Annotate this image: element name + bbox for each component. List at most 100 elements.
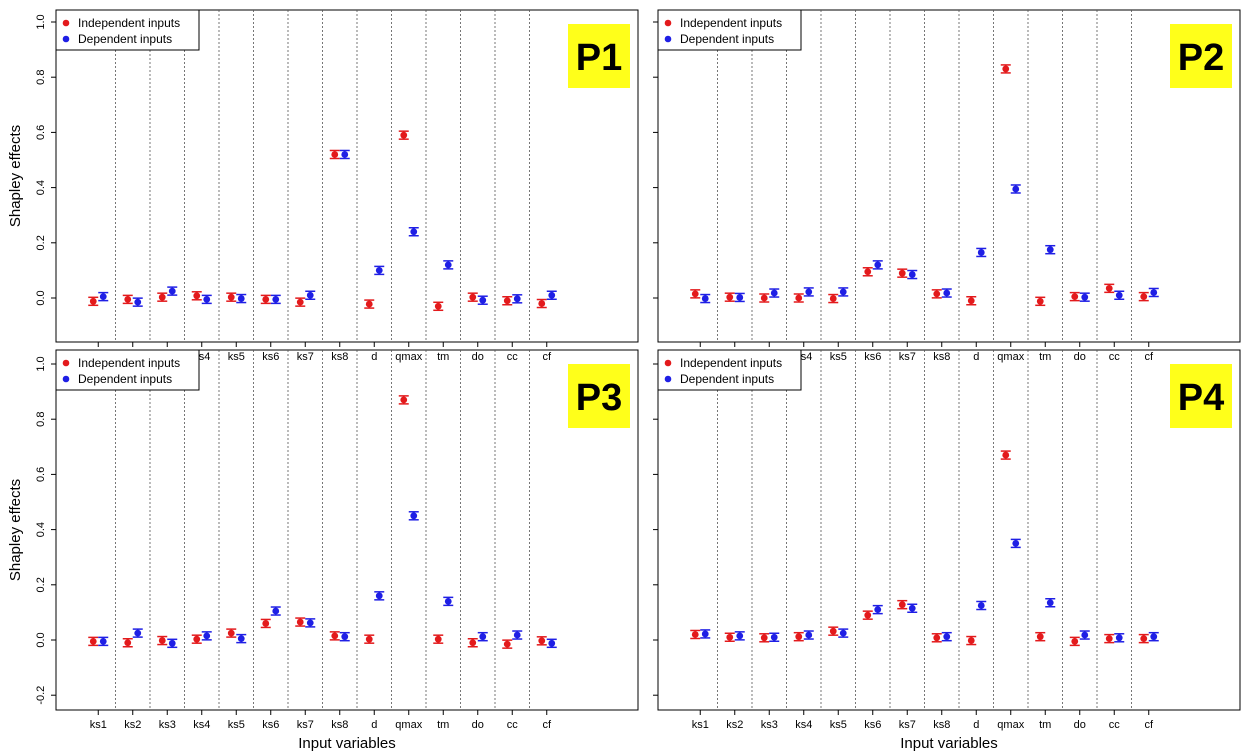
- data-point: [700, 293, 711, 304]
- data-marker: [503, 297, 511, 305]
- data-point: [398, 395, 409, 405]
- data-marker: [1036, 633, 1044, 641]
- y-tick-label: 1.0: [35, 356, 47, 371]
- data-marker: [548, 291, 556, 299]
- data-point: [536, 636, 547, 646]
- panel-badge: [1170, 24, 1232, 88]
- data-marker: [1081, 631, 1089, 639]
- legend-marker: [62, 359, 70, 367]
- data-point: [467, 638, 478, 648]
- data-marker: [1071, 293, 1079, 301]
- data-point: [1010, 538, 1021, 549]
- data-marker: [864, 611, 872, 619]
- data-marker: [691, 631, 699, 638]
- legend-marker: [664, 359, 672, 367]
- data-marker: [874, 261, 882, 269]
- data-point: [759, 633, 770, 643]
- data-marker: [469, 293, 477, 301]
- data-marker: [400, 396, 408, 404]
- data-point: [700, 629, 711, 639]
- x-tick-label: ks7: [899, 351, 916, 363]
- legend: Independent inputs Dependent inputs: [55, 349, 200, 391]
- x-tick-label: ks6: [262, 351, 279, 363]
- data-marker: [296, 618, 304, 626]
- data-marker: [1046, 599, 1054, 607]
- data-point: [1148, 631, 1159, 642]
- data-marker: [99, 637, 107, 645]
- data-point: [98, 636, 109, 647]
- data-point: [1114, 290, 1125, 300]
- data-marker: [1115, 291, 1123, 299]
- x-tick-label: cf: [1144, 351, 1154, 363]
- data-marker: [227, 629, 235, 637]
- data-marker: [262, 295, 270, 303]
- data-point: [364, 634, 375, 644]
- legend-marker: [664, 375, 672, 383]
- x-tick-label: ks8: [933, 719, 950, 731]
- data-point: [897, 268, 908, 278]
- x-tick-label: cc: [1109, 719, 1121, 731]
- data-marker: [444, 597, 452, 605]
- data-point: [502, 296, 513, 306]
- data-point: [690, 629, 701, 640]
- x-tick-label: tm: [437, 351, 449, 363]
- data-point: [374, 265, 385, 276]
- data-point: [1045, 244, 1056, 255]
- y-tick-label: 0.6: [35, 467, 47, 482]
- data-point: [408, 511, 419, 521]
- data-marker: [513, 631, 521, 639]
- x-tick-label: ks1: [692, 719, 709, 731]
- data-marker: [434, 635, 442, 643]
- data-marker: [548, 639, 556, 647]
- x-tick-label: ks2: [124, 719, 141, 731]
- y-tick-label: 0.2: [35, 235, 47, 250]
- data-marker: [296, 298, 304, 306]
- data-marker: [864, 268, 872, 276]
- data-point: [502, 639, 513, 649]
- data-point: [1045, 597, 1056, 608]
- x-tick-label: ks6: [262, 719, 279, 731]
- data-point: [1035, 631, 1046, 642]
- data-point: [477, 295, 488, 305]
- data-point: [305, 618, 316, 628]
- data-point: [907, 603, 918, 614]
- legend-marker: [62, 19, 70, 27]
- data-marker: [1140, 635, 1148, 643]
- legend-label: Independent inputs: [680, 16, 782, 30]
- data-point: [512, 294, 523, 304]
- data-marker: [410, 228, 418, 236]
- data-marker: [967, 297, 975, 305]
- data-marker: [444, 261, 452, 269]
- legend-label: Dependent inputs: [78, 372, 172, 386]
- data-point: [88, 296, 99, 307]
- data-marker: [158, 637, 166, 644]
- data-point: [467, 292, 478, 302]
- data-point: [803, 630, 814, 640]
- legend-box: [55, 9, 200, 51]
- data-point: [443, 596, 454, 607]
- data-point: [1104, 283, 1115, 294]
- x-tick-label: ks3: [159, 719, 176, 731]
- data-marker: [237, 295, 245, 302]
- data-point: [433, 301, 444, 312]
- x-tick-label: tm: [1039, 719, 1051, 731]
- x-tick-label: qmax: [395, 719, 422, 731]
- data-marker: [434, 302, 442, 310]
- data-marker: [943, 289, 951, 297]
- data-point: [157, 292, 168, 302]
- data-marker: [829, 627, 837, 635]
- legend-label: Dependent inputs: [78, 32, 172, 46]
- y-axis-label: Shapley effects: [7, 125, 24, 227]
- data-point: [690, 289, 701, 299]
- data-point: [1148, 287, 1159, 298]
- legend: Independent inputs Dependent inputs: [55, 9, 200, 51]
- legend-marker: [62, 35, 70, 43]
- data-marker: [134, 298, 142, 306]
- x-tick-label: ks8: [331, 351, 348, 363]
- data-point: [536, 298, 547, 309]
- panel-badge: [568, 24, 630, 88]
- data-point: [260, 618, 271, 629]
- data-marker: [538, 300, 546, 307]
- data-marker: [839, 629, 847, 637]
- x-tick-label: ks7: [899, 719, 916, 731]
